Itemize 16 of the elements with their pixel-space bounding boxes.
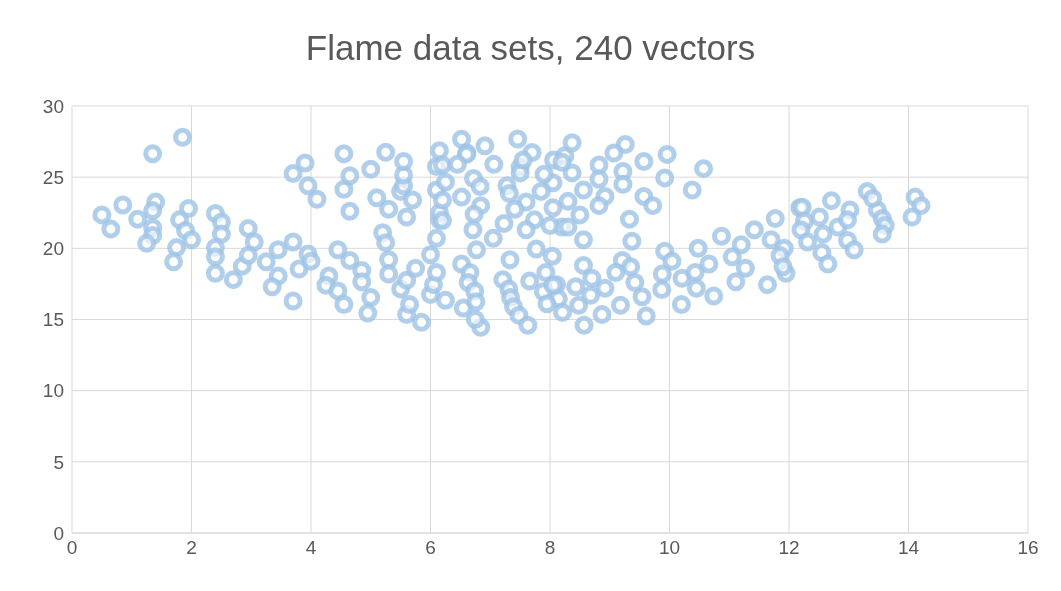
x-tick-label: 12 [778, 537, 800, 559]
y-tick-label: 20 [42, 238, 64, 260]
x-tick-label: 2 [186, 537, 197, 559]
y-tick-label: 10 [42, 380, 64, 402]
x-tick-label: 10 [658, 537, 681, 559]
y-tick-label: 0 [53, 522, 64, 544]
chart-title: Flame data sets, 240 vectors [304, 28, 757, 68]
x-tick-label: 14 [897, 537, 920, 559]
y-tick-label: 25 [42, 166, 64, 188]
x-tick-label: 8 [544, 537, 556, 559]
x-tick-label: 4 [305, 537, 317, 559]
x-tick-label: 6 [425, 537, 436, 559]
x-tick-label: 16 [1017, 537, 1039, 559]
y-tick-label: 5 [53, 451, 64, 473]
y-tick-label: 30 [42, 95, 64, 117]
y-tick-label: 15 [42, 309, 64, 331]
